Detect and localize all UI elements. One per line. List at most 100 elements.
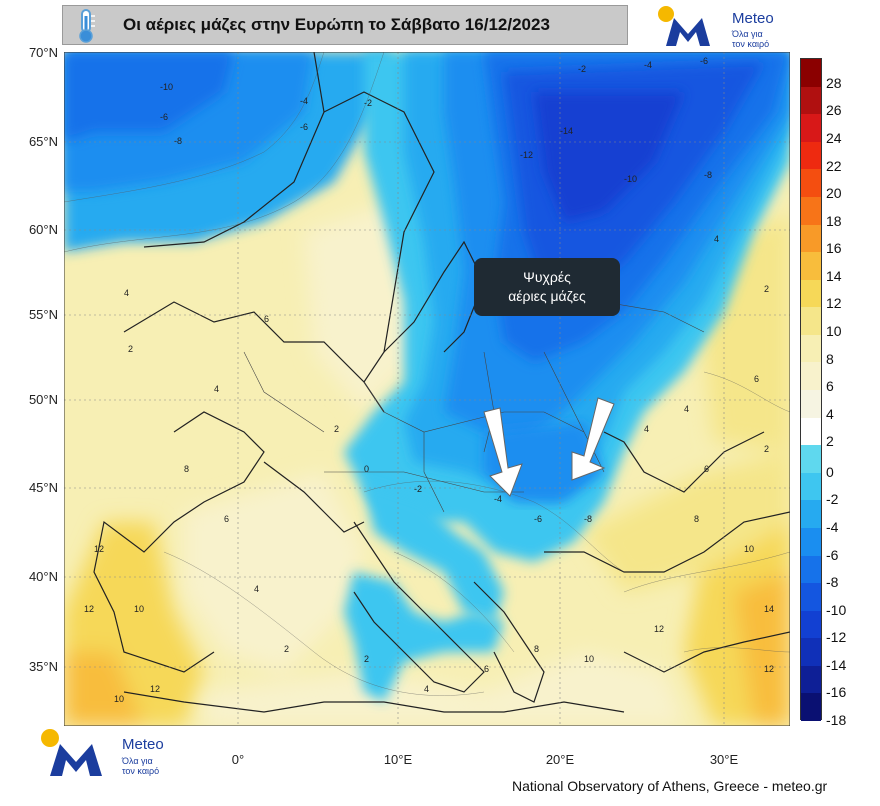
- contour-label: -8: [584, 514, 592, 524]
- down-arrow-icon: [483, 407, 523, 497]
- lat-label: 55°N: [28, 307, 58, 322]
- annotation-line-2: αέριες μάζες: [508, 288, 586, 304]
- cold-air-arrows: [483, 397, 615, 497]
- colorbar-label: 24: [826, 129, 842, 146]
- contour-label: -2: [414, 484, 422, 494]
- colorbar-swatch: [801, 472, 821, 501]
- colorbar-swatch: [801, 86, 821, 115]
- colorbar-swatch: [801, 196, 821, 225]
- contour-label: -10: [624, 174, 637, 184]
- logo-tagline-2: τον καιρό: [122, 766, 160, 776]
- contour-label: 8: [184, 464, 189, 474]
- contour-label: 12: [654, 624, 664, 634]
- contour-label: 12: [150, 684, 160, 694]
- lat-label: 45°N: [28, 480, 58, 495]
- lon-label: 30°E: [709, 752, 739, 767]
- contour-label: 12: [94, 544, 104, 554]
- meteo-logo-bottom[interactable]: Meteo Όλα για τον καιρό: [38, 726, 188, 782]
- contour-label: 6: [704, 464, 709, 474]
- contour-label: -14: [560, 126, 573, 136]
- title-bar: Οι αέριες μάζες στην Ευρώπη το Σάββατο 1…: [62, 5, 628, 45]
- colorbar-label: 12: [826, 295, 842, 312]
- cold-air-north-atlantic: [64, 52, 394, 252]
- contour-label: 2: [128, 344, 133, 354]
- colorbar-label: -8: [826, 574, 839, 591]
- annotation-line-1: Ψυχρές: [523, 269, 571, 285]
- contour-label: 4: [424, 684, 429, 694]
- contour-label: -4: [494, 494, 502, 504]
- page-title: Οι αέριες μάζες στην Ευρώπη το Σάββατο 1…: [123, 15, 550, 34]
- contour-label: 8: [694, 514, 699, 524]
- colorbar-label: 10: [826, 323, 842, 340]
- contour-label: 2: [284, 644, 289, 654]
- contour-label: -8: [704, 170, 712, 180]
- contour-label: -6: [300, 122, 308, 132]
- contour-label: 6: [264, 314, 269, 324]
- colorbar-label: 0: [826, 463, 834, 480]
- colorbar-swatch: [801, 307, 821, 336]
- logo-tagline-1: Όλα για: [732, 29, 763, 39]
- contour-label: -6: [534, 514, 542, 524]
- contour-label: 10: [114, 694, 124, 704]
- contour-label: -2: [364, 98, 372, 108]
- meteo-logo-top[interactable]: Meteo Όλα για τον καιρό: [652, 2, 792, 50]
- thermometer-icon: [79, 9, 95, 43]
- colorbar-swatch: [801, 417, 821, 446]
- air-mass-map: -10 -6 -4 -2 -8 -6 -12 -14 -10 -8 -6 -4 -2 4 2 6 4 2 0 -2 -4…: [64, 52, 790, 726]
- logo-tagline-1: Όλα για: [122, 756, 153, 766]
- colorbar-swatch: [801, 445, 821, 474]
- lon-label: 0°: [231, 752, 245, 767]
- contour-label: -2: [578, 64, 586, 74]
- contour-label: 14: [764, 604, 774, 614]
- colorbar-label: 16: [826, 240, 842, 257]
- contour-label: -8: [174, 136, 182, 146]
- colorbar-swatch: [801, 279, 821, 308]
- contour-label: 10: [744, 544, 754, 554]
- lat-label: 40°N: [28, 569, 58, 584]
- contour-label: 4: [684, 404, 689, 414]
- contour-label: -6: [160, 112, 168, 122]
- contour-label: 10: [134, 604, 144, 614]
- colorbar-label: -10: [826, 601, 847, 618]
- colorbar-swatch: [801, 114, 821, 143]
- logo-name: Meteo: [732, 10, 774, 27]
- colorbar-swatch: [801, 555, 821, 584]
- credit-line: National Observatory of Athens, Greece -…: [512, 778, 828, 794]
- lat-label: 60°N: [28, 222, 58, 237]
- cold-air-italy: [344, 482, 504, 702]
- coastlines: [93, 52, 790, 713]
- colorbar-swatch: [801, 59, 821, 88]
- contour-label: 4: [254, 584, 259, 594]
- colorbar-label: -2: [826, 491, 839, 508]
- logo-tagline-2: τον καιρό: [732, 39, 770, 49]
- contour-label: 6: [484, 664, 489, 674]
- colorbar-swatch: [801, 500, 821, 529]
- contour-label: 6: [754, 374, 759, 384]
- lat-label: 35°N: [28, 659, 58, 674]
- contour-label: -10: [160, 82, 173, 92]
- lat-label: 65°N: [28, 134, 58, 149]
- colorbar-label: -12: [826, 629, 847, 646]
- colorbar-label: 28: [826, 74, 842, 91]
- contour-label: 4: [714, 234, 719, 244]
- contour-label: -6: [700, 56, 708, 66]
- colorbar-swatch: [801, 527, 821, 556]
- temperature-colorbar: [800, 58, 822, 722]
- logo-name: Meteo: [122, 736, 164, 753]
- contour-label: 4: [644, 424, 649, 434]
- colorbar-swatch: [801, 665, 821, 694]
- lon-label: 20°E: [545, 752, 575, 767]
- colorbar-swatch: [801, 583, 821, 612]
- colorbar-swatch: [801, 252, 821, 281]
- colorbar-swatch: [801, 390, 821, 419]
- colorbar-label: -18: [826, 712, 847, 728]
- colorbar-label: -16: [826, 684, 847, 701]
- contour-label: 8: [534, 644, 539, 654]
- colorbar-swatch: [801, 141, 821, 170]
- contour-label: 0: [364, 464, 369, 474]
- colorbar-label: 4: [826, 405, 834, 422]
- colorbar-label: -14: [826, 656, 847, 673]
- colorbar-swatch: [801, 224, 821, 253]
- contour-labels: -10 -6 -4 -2 -8 -6 -12 -14 -10 -8 -6 -4 -2 4 2 6 4 2 0 -2 -4…: [84, 56, 774, 704]
- colorbar-swatch: [801, 334, 821, 363]
